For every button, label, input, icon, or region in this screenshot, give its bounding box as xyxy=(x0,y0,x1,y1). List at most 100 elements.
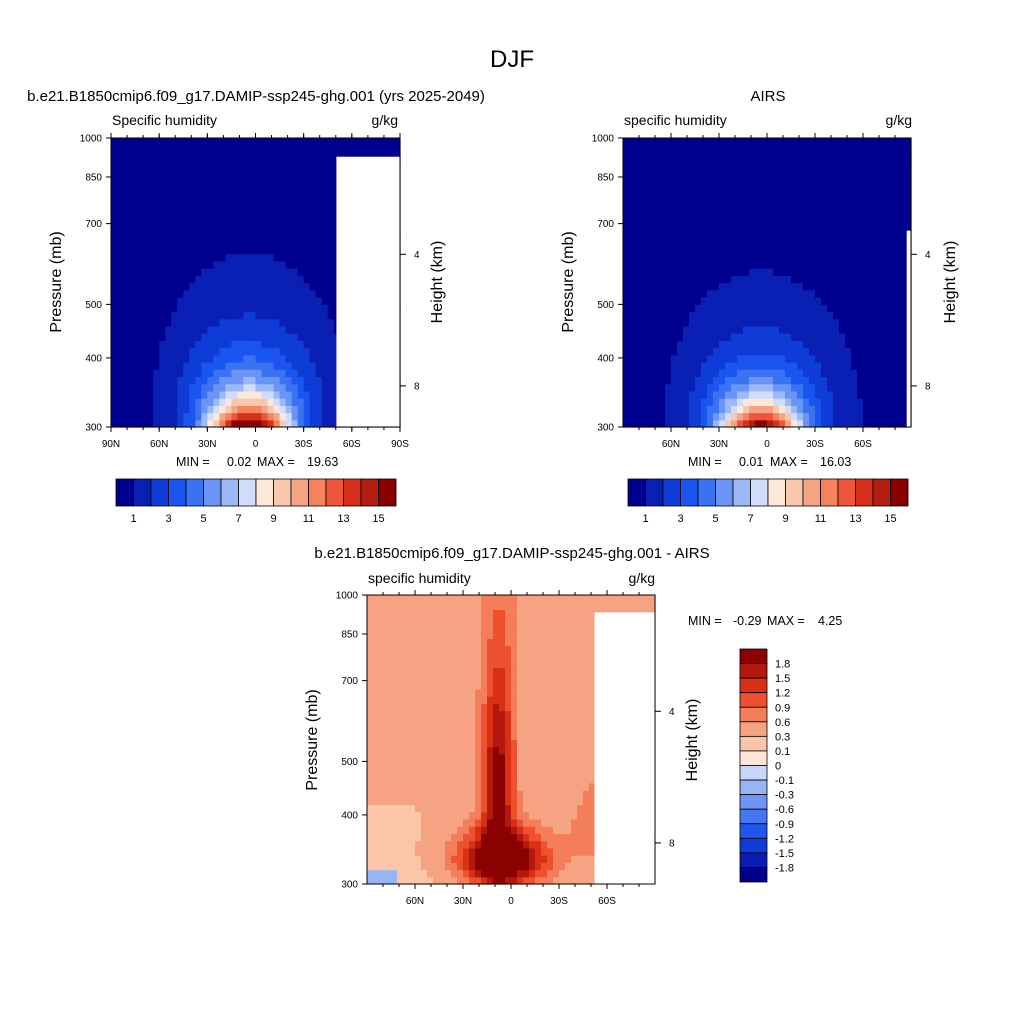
contour-cell xyxy=(695,145,702,153)
contour-cell xyxy=(737,232,744,240)
contour-cell xyxy=(147,232,154,240)
contour-cell xyxy=(863,210,870,218)
contour-cell xyxy=(689,333,696,341)
contour-cell xyxy=(475,797,482,805)
contour-cell xyxy=(827,283,834,291)
contour-cell xyxy=(159,268,166,276)
contour-cell xyxy=(286,145,293,153)
contour-cell xyxy=(887,261,894,269)
contour-cell xyxy=(439,768,446,776)
contour-cell xyxy=(641,333,648,341)
contour-cell xyxy=(869,362,876,370)
contour-cell xyxy=(683,391,690,399)
contour-cell xyxy=(231,138,238,146)
contour-cell xyxy=(833,304,840,312)
contour-cell xyxy=(328,167,335,175)
contour-cell xyxy=(577,754,584,762)
contour-cell xyxy=(833,275,840,283)
contour-cell xyxy=(268,348,275,356)
contour-cell xyxy=(225,376,232,384)
contour-cell xyxy=(635,384,642,392)
contour-cell xyxy=(635,217,642,225)
contour-cell xyxy=(274,152,281,160)
contour-cell xyxy=(791,405,798,413)
contour-cell xyxy=(695,304,702,312)
contour-cell xyxy=(659,189,666,197)
contour-cell xyxy=(725,174,732,182)
contour-cell xyxy=(268,174,275,182)
contour-cell xyxy=(451,812,458,820)
contour-cell xyxy=(117,384,124,392)
contour-cell xyxy=(117,340,124,348)
contour-cell xyxy=(379,833,386,841)
contour-cell xyxy=(274,290,281,298)
contour-cell xyxy=(623,203,630,211)
contour-cell xyxy=(367,833,374,841)
contour-cell xyxy=(243,225,250,233)
contour-cell xyxy=(535,797,542,805)
contour-cell xyxy=(280,246,287,254)
contour-cell xyxy=(713,167,720,175)
contour-cell xyxy=(183,232,190,240)
contour-cell xyxy=(839,369,846,377)
contour-cell xyxy=(683,268,690,276)
contour-cell xyxy=(851,174,858,182)
contour-cell xyxy=(123,261,130,269)
contour-cell xyxy=(286,160,293,168)
contour-cell xyxy=(875,391,882,399)
contour-cell xyxy=(328,391,335,399)
contour-cell xyxy=(797,391,804,399)
contour-cell xyxy=(737,384,744,392)
contour-cell xyxy=(280,225,287,233)
contour-cell xyxy=(797,413,804,421)
contour-cell xyxy=(755,391,762,399)
contour-cell xyxy=(839,275,846,283)
contour-cell xyxy=(274,239,281,247)
contour-cell xyxy=(629,333,636,341)
contour-cell xyxy=(328,145,335,153)
contour-cell xyxy=(201,268,208,276)
contour-cell xyxy=(791,203,798,211)
contour-cell xyxy=(165,152,172,160)
contour-cell xyxy=(262,283,269,291)
contour-cell xyxy=(457,797,464,805)
contour-cell xyxy=(256,174,263,182)
contour-cell xyxy=(225,232,232,240)
contour-cell xyxy=(433,776,440,784)
contour-cell xyxy=(141,304,148,312)
contour-cell xyxy=(821,268,828,276)
colorbar-swatch xyxy=(204,479,222,506)
contour-cell xyxy=(565,877,572,885)
contour-cell xyxy=(571,768,578,776)
contour-cell xyxy=(535,870,542,878)
contour-cell xyxy=(653,232,660,240)
contour-cell xyxy=(153,304,160,312)
contour-cell xyxy=(177,239,184,247)
contour-cell xyxy=(310,340,317,348)
contour-cell xyxy=(803,268,810,276)
contour-cell xyxy=(851,290,858,298)
contour-cell xyxy=(683,152,690,160)
contour-cell xyxy=(845,232,852,240)
contour-cell xyxy=(117,398,124,406)
contour-cell xyxy=(274,138,281,146)
contour-cell xyxy=(262,405,269,413)
contour-cell xyxy=(487,747,494,755)
contour-cell xyxy=(129,355,136,363)
contour-cell xyxy=(316,254,323,262)
contour-cell xyxy=(719,203,726,211)
contour-cell xyxy=(219,333,226,341)
contour-cell xyxy=(171,340,178,348)
contour-cell xyxy=(117,225,124,233)
contour-cell xyxy=(767,210,774,218)
contour-cell xyxy=(159,254,166,262)
contour-cell xyxy=(469,768,476,776)
contour-cell xyxy=(623,210,630,218)
contour-cell xyxy=(797,297,804,305)
contour-cell xyxy=(725,369,732,377)
contour-cell xyxy=(195,391,202,399)
contour-cell xyxy=(719,384,726,392)
contour-cell xyxy=(863,138,870,146)
contour-cell xyxy=(749,340,756,348)
contour-cell xyxy=(653,239,660,247)
